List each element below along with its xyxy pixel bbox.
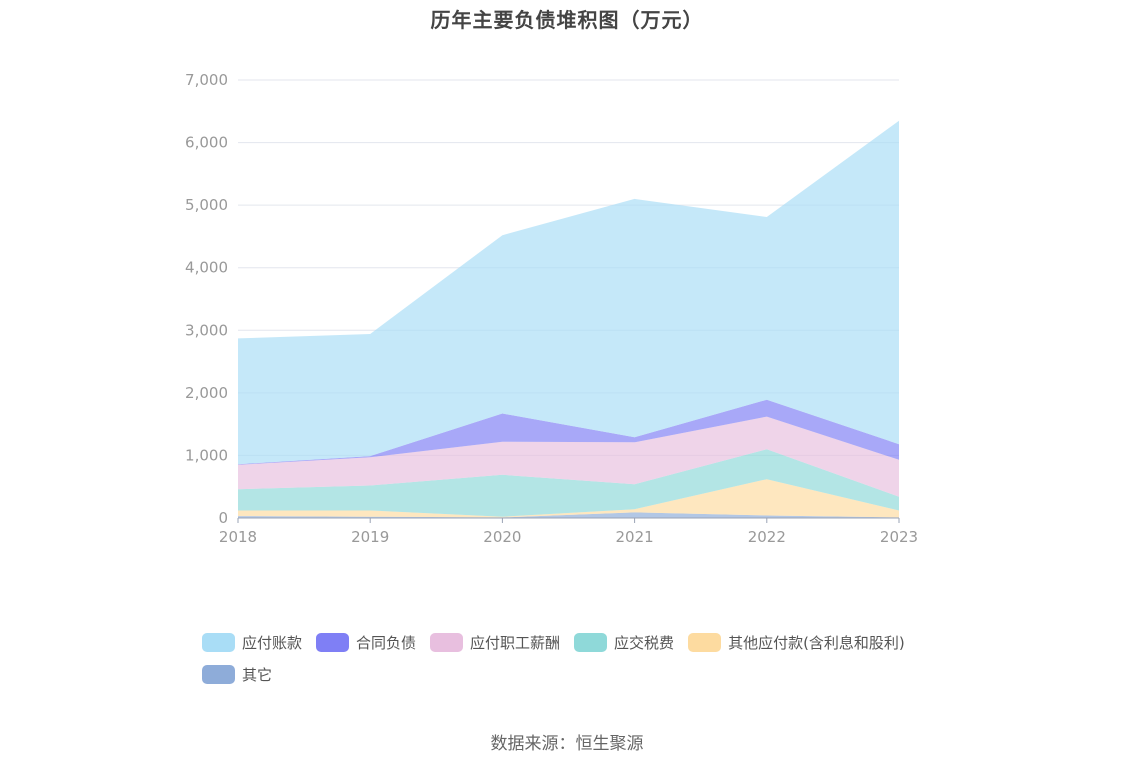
legend-swatch (316, 632, 350, 652)
axes: 0 1,000 2,000 3,000 4,000 5,000 6,000 7,000 2018… (185, 71, 918, 546)
legend-label: 其他应付款(含利息和股利) (728, 633, 905, 652)
legend-swatch (688, 632, 722, 652)
x-tick-label: 2019 (351, 528, 389, 546)
y-tick-label: 1,000 (185, 446, 228, 464)
x-tick-label: 2018 (219, 528, 257, 546)
legend-label: 其它 (242, 665, 273, 684)
area-其它[interactable] (238, 512, 899, 518)
y-tick-label: 3,000 (185, 321, 228, 339)
y-tick-label: 4,000 (185, 259, 228, 277)
legend-label: 应交税费 (614, 633, 675, 652)
area-其他应付款(含利息和股利)[interactable] (238, 479, 899, 518)
legend-label: 合同负债 (356, 633, 417, 652)
x-tick-label: 2021 (616, 528, 654, 546)
legend-item[interactable]: 合同负债 (316, 632, 416, 652)
stacked-area-chart: 0 1,000 2,000 3,000 4,000 5,000 6,000 7,000 2018… (185, 71, 918, 546)
legend-label: 应付职工薪酬 (470, 633, 561, 652)
y-tick-label: 5,000 (185, 196, 228, 214)
x-tick-label: 2022 (748, 528, 786, 546)
x-tick-label: 2020 (483, 528, 521, 546)
legend-item[interactable]: 应交税费 (574, 632, 674, 652)
y-tick-label: 6,000 (185, 134, 228, 152)
chart-title: 历年主要负债堆积图（万元） (430, 8, 704, 32)
legend-item[interactable]: 其它 (202, 664, 272, 684)
area-应付职工薪酬[interactable] (238, 416, 899, 497)
chart-legend: 应付账款 合同负债 应付职工薪酬 应交税费 其他应付款(含利息和股利) 其它 (202, 632, 962, 684)
area-应付账款[interactable] (238, 120, 899, 465)
legend-swatch (202, 632, 235, 652)
legend-swatch (574, 632, 608, 652)
legend-swatch (430, 632, 464, 652)
y-tick-label: 2,000 (185, 384, 228, 402)
legend-item[interactable]: 应付职工薪酬 (430, 632, 560, 652)
y-tick-label: 7,000 (185, 71, 228, 89)
x-tick-label: 2023 (880, 528, 918, 546)
area-应交税费[interactable] (238, 449, 899, 517)
data-source: 数据来源：恒生聚源 (490, 734, 644, 754)
area-series (238, 120, 899, 518)
legend-label: 应付账款 (242, 633, 303, 652)
legend-swatch (202, 664, 235, 684)
legend-item[interactable]: 其他应付款(含利息和股利) (688, 632, 905, 652)
legend-item[interactable]: 应付账款 (202, 632, 302, 652)
area-合同负债[interactable] (238, 399, 899, 465)
y-tick-label: 0 (218, 509, 228, 527)
